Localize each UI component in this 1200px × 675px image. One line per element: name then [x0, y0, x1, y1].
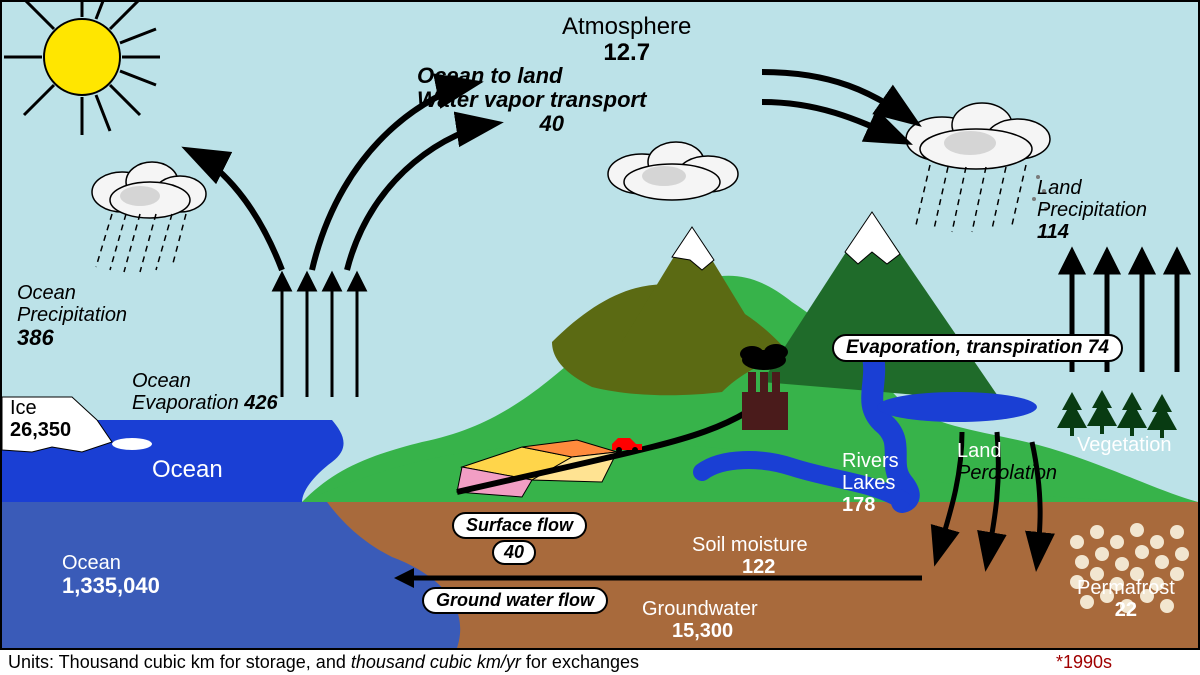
ocean-precip-value: 386 [17, 326, 127, 350]
footer-units-tail: for exchanges [521, 652, 639, 672]
footer: Units: Thousand cubic km for storage, an… [0, 650, 1200, 675]
ice-label: Ice [10, 397, 71, 419]
surface-flow-value: 40 [504, 542, 524, 562]
title: Atmosphere 12.7 [562, 14, 691, 67]
soil-moisture-label: Soil moisture [692, 534, 808, 556]
footer-units: Units: Thousand cubic km for storage, an… [8, 652, 639, 673]
ground-flow-label: Ground water flow [436, 590, 594, 610]
ocean-to-land-block: Ocean to land Water vapor transport 40 [417, 64, 646, 137]
footer-units-plain: Units: Thousand cubic km for storage, an… [8, 652, 351, 672]
percolation-label: Percolation [957, 462, 1057, 484]
soil-moisture-block: Soil moisture 122 [692, 534, 808, 578]
ground-flow-pill: Ground water flow [422, 587, 608, 614]
atmosphere-label: Atmosphere [562, 14, 691, 40]
land-precip-value: 114 [1037, 221, 1069, 243]
footer-year: *1990s [1056, 652, 1112, 673]
ocean-evap-label: OceanEvaporation 426 [132, 370, 278, 414]
ocean-evap-block: OceanEvaporation 426 [132, 370, 278, 414]
ice-value: 26,350 [10, 419, 71, 441]
land-perc-block: Land Percolation [957, 440, 1057, 484]
surface-flow-value-pill: 40 [492, 540, 536, 565]
evap-trans-label: Evaporation, transpiration [846, 337, 1082, 358]
groundwater-label: Groundwater [642, 598, 758, 620]
ocean-name: Ocean [152, 457, 223, 483]
atmosphere-value: 12.7 [562, 40, 691, 66]
rivers-lakes-block: RiversLakes178 [842, 450, 899, 516]
ocean-evap-value: 426 [244, 392, 277, 414]
ice-block: Ice 26,350 [10, 397, 71, 441]
ocean-to-land-value: 40 [457, 112, 646, 136]
ocean-to-land-l1: Ocean to land [417, 64, 646, 88]
permafrost-value: 22 [1077, 599, 1175, 621]
ocean-store-label: Ocean [62, 552, 160, 574]
ocean-store-block: Ocean 1,335,040 [62, 552, 160, 598]
evap-trans-value: 74 [1088, 337, 1109, 358]
surface-flow-pill: Surface flow [452, 512, 587, 539]
land-precip-block: LandPrecipitation114 [1037, 177, 1147, 243]
permafrost-block: Permafrost 22 [1077, 577, 1175, 621]
diagram-stage: Atmosphere 12.7 Ocean to land Water vapo… [0, 0, 1200, 650]
soil-moisture-value: 122 [742, 556, 775, 578]
footer-units-italic: thousand cubic km/yr [351, 652, 521, 672]
ocean-precip-block: OceanPrecipitation 386 [17, 282, 127, 350]
groundwater-value: 15,300 [672, 620, 733, 642]
rivers-lakes-value: 178 [842, 494, 875, 516]
permafrost-label: Permafrost [1077, 577, 1175, 599]
groundwater-block: Groundwater 15,300 [642, 598, 758, 642]
evap-trans-pill: Evaporation, transpiration 74 [832, 334, 1123, 362]
land-perc-label: Land [957, 440, 1002, 462]
surface-flow-label: Surface flow [466, 515, 573, 535]
vegetation-label: Vegetation [1077, 434, 1172, 456]
ocean-store-value: 1,335,040 [62, 574, 160, 598]
ocean-to-land-l2: Water vapor transport [417, 88, 646, 112]
ocean-precip-label: OceanPrecipitation [17, 282, 127, 326]
